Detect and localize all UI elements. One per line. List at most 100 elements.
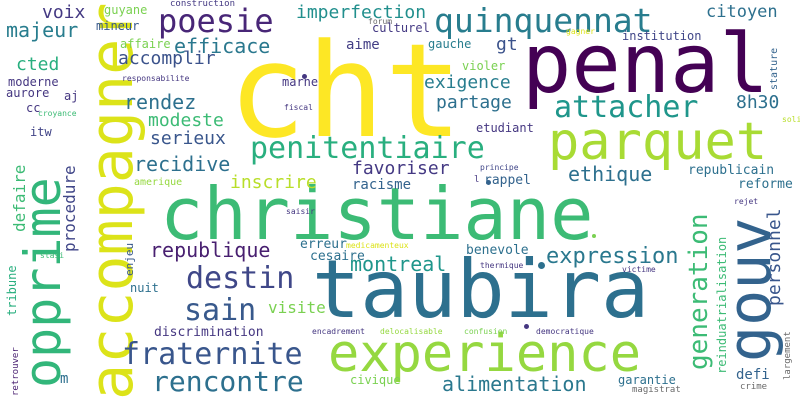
word-attacher: attacher: [554, 90, 699, 125]
word-tribune: tribune: [5, 265, 19, 316]
word-defaire: defaire: [10, 164, 29, 232]
word-serieux: serieux: [150, 128, 226, 149]
word-crime: crime: [740, 382, 768, 392]
word-retrouver: retrouver: [11, 347, 21, 396]
word-favoriser: favoriser: [352, 158, 450, 179]
word-republique: republique: [150, 238, 271, 262]
word-gauche: gauche: [428, 37, 472, 51]
word-citoyen: citoyen: [706, 2, 778, 22]
word-cted: cted: [16, 54, 60, 75]
word-montreal: montreal: [350, 252, 447, 276]
word-procedure: procedure: [60, 165, 79, 252]
word-largement: largement: [783, 331, 793, 380]
word-l: l: [474, 175, 480, 185]
word-culturel: culturel: [372, 21, 430, 35]
word-principe: principe: [480, 163, 519, 172]
word-responsabilite: responsabilite: [122, 74, 190, 83]
word-medicamenteux: medicamenteux: [346, 241, 409, 250]
word-rappel: rappel: [484, 173, 531, 188]
word-confusion: confusion: [464, 327, 508, 336]
word-inscrire: inscrire: [230, 172, 317, 193]
word-recidive: recidive: [134, 152, 231, 176]
word-saisir: saisir: [286, 207, 315, 216]
word-experience: experience: [328, 324, 642, 384]
word-cc: cc: [26, 101, 41, 115]
word-republicain: republicain: [688, 163, 775, 178]
word-partage: partage: [436, 92, 512, 113]
word-civique: civique: [350, 373, 401, 387]
word-fraternite: fraternite: [122, 337, 303, 372]
word-christiane: christiane: [160, 172, 594, 256]
word-marne: marne: [282, 75, 319, 89]
word-fiscal: fiscal: [284, 103, 313, 112]
word-erreur: erreur: [300, 237, 347, 252]
dot-3: [486, 180, 491, 185]
word-generation: generation: [684, 213, 714, 370]
word-democratique: democratique: [536, 327, 594, 336]
word-penal: penal: [522, 17, 769, 112]
word-mineur: mineur: [96, 19, 140, 33]
word-visite: visite: [268, 298, 326, 317]
word-defi: defi: [736, 367, 770, 383]
word-stasi: stasi: [40, 251, 65, 260]
word-nuit: nuit: [130, 281, 159, 295]
word-penitentiaire: penitentiaire: [250, 131, 485, 166]
word-cesaire: cesaire: [310, 249, 365, 264]
word-amerique: amerique: [134, 177, 183, 188]
word-ethique: ethique: [568, 162, 653, 186]
word-aj: aj: [64, 89, 79, 103]
word-institution: institution: [622, 29, 702, 43]
word-forum: forum: [368, 17, 393, 26]
word-guyane: guyane: [104, 3, 148, 17]
word-magistrat: magistrat: [632, 385, 681, 395]
word-construction: construction: [170, 0, 236, 9]
word-8h30: 8h30: [736, 92, 780, 113]
word-quinquennat: quinquennat: [434, 1, 653, 40]
word-sain: sain: [184, 293, 257, 328]
word-stature: stature: [769, 47, 780, 90]
word-racisme: racisme: [352, 177, 412, 193]
word-gagner: gagner: [566, 27, 595, 36]
word-rejet: rejet: [734, 197, 759, 206]
word-etudiant: etudiant: [476, 121, 534, 135]
word-croyance: croyance: [38, 109, 77, 118]
word-moderne: moderne: [8, 75, 59, 89]
word-parquet: parquet: [548, 112, 768, 172]
word-benevole: benevole: [466, 243, 529, 258]
dot-2: [538, 262, 545, 269]
word-m: m: [60, 371, 69, 387]
word-aime: aime: [346, 37, 380, 53]
word-delocalisable: delocalisable: [380, 327, 443, 336]
word-thermique: thermique: [480, 261, 524, 270]
word-violer: violer: [462, 59, 506, 73]
word-destin: destin: [186, 261, 295, 296]
word-imperfection: imperfection: [296, 2, 427, 23]
word-rencontre: rencontre: [152, 365, 304, 398]
word-alimentation: alimentation: [442, 372, 587, 396]
word-personnel: personnel: [764, 208, 785, 306]
word-accomplir: accomplir: [118, 48, 216, 69]
word-solide: solide: [782, 115, 800, 124]
word-affaire: affaire: [120, 37, 171, 51]
word-expression: expression: [546, 244, 679, 269]
word-garantie: garantie: [618, 373, 676, 387]
word-modeste: modeste: [148, 110, 224, 131]
word-victime: victime: [622, 265, 656, 274]
word-efficace: efficace: [174, 34, 271, 58]
word-aurore: aurore: [6, 86, 50, 100]
dot-5: [592, 234, 596, 238]
word-majeur: majeur: [6, 18, 79, 42]
word-encadrement: encadrement: [312, 327, 365, 336]
word-reforme: reforme: [738, 177, 793, 192]
word-itw: itw: [30, 125, 52, 139]
word-discrimination: discrimination: [154, 325, 264, 340]
word-exigence: exigence: [424, 72, 511, 93]
dot-1: [302, 74, 307, 79]
word-gt: gt: [496, 34, 518, 55]
word-reinduatrialisation: reinduatrialisation: [715, 236, 729, 374]
word-poesie: poesie: [158, 2, 274, 40]
word-enjeu: enjeu: [123, 242, 136, 276]
word-rendez: rendez: [124, 90, 197, 114]
word-taubira: taubira: [312, 243, 650, 336]
